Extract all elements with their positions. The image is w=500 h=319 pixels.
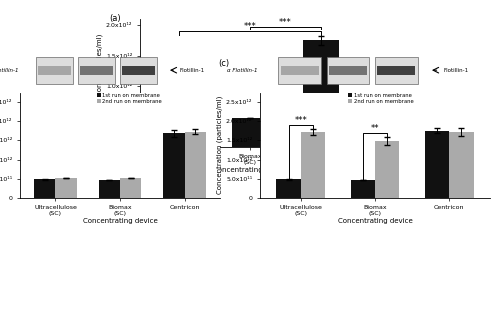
Bar: [232, 118, 268, 147]
Bar: [449, 132, 473, 198]
Text: Flotillin-1: Flotillin-1: [444, 68, 469, 73]
Bar: [278, 57, 321, 84]
Text: (c): (c): [218, 59, 230, 68]
Bar: [375, 57, 418, 84]
Bar: [120, 57, 157, 84]
Bar: [34, 179, 56, 198]
Bar: [78, 57, 115, 84]
Text: ***: ***: [279, 18, 292, 27]
Bar: [378, 66, 415, 75]
Bar: [350, 180, 375, 198]
Text: α Flotillin-1: α Flotillin-1: [227, 68, 258, 73]
X-axis label: Concentrating device: Concentrating device: [212, 167, 288, 173]
Legend: 1st run on membrane, 2nd run on membrane: 1st run on membrane, 2nd run on membrane: [96, 93, 162, 104]
Text: **: **: [371, 124, 380, 133]
Bar: [98, 180, 120, 198]
Text: (a): (a): [109, 14, 121, 23]
X-axis label: Concentrating device: Concentrating device: [82, 218, 158, 224]
Text: ***: ***: [294, 116, 307, 125]
X-axis label: Concentrating device: Concentrating device: [338, 218, 412, 224]
Text: Flotillin-1: Flotillin-1: [180, 68, 205, 73]
Bar: [276, 179, 301, 198]
Bar: [122, 66, 155, 75]
Bar: [326, 57, 369, 84]
Bar: [120, 178, 142, 198]
Text: ***: ***: [244, 22, 256, 31]
Bar: [303, 41, 338, 147]
Text: α Flotillin-1: α Flotillin-1: [0, 68, 18, 73]
Y-axis label: Concentration (particles/ml): Concentration (particles/ml): [216, 96, 223, 194]
Bar: [329, 66, 367, 75]
Bar: [36, 57, 73, 84]
Bar: [301, 132, 326, 198]
Bar: [38, 66, 71, 75]
Legend: 1st run on membrane, 2nd run on membrane: 1st run on membrane, 2nd run on membrane: [348, 93, 414, 104]
Y-axis label: Concentration (particles/ml): Concentration (particles/ml): [96, 34, 103, 132]
Bar: [162, 118, 197, 147]
Bar: [80, 66, 113, 75]
Bar: [184, 131, 206, 198]
Bar: [280, 66, 318, 75]
Bar: [424, 131, 449, 198]
Bar: [163, 133, 184, 198]
Bar: [56, 178, 77, 198]
Bar: [375, 141, 400, 198]
